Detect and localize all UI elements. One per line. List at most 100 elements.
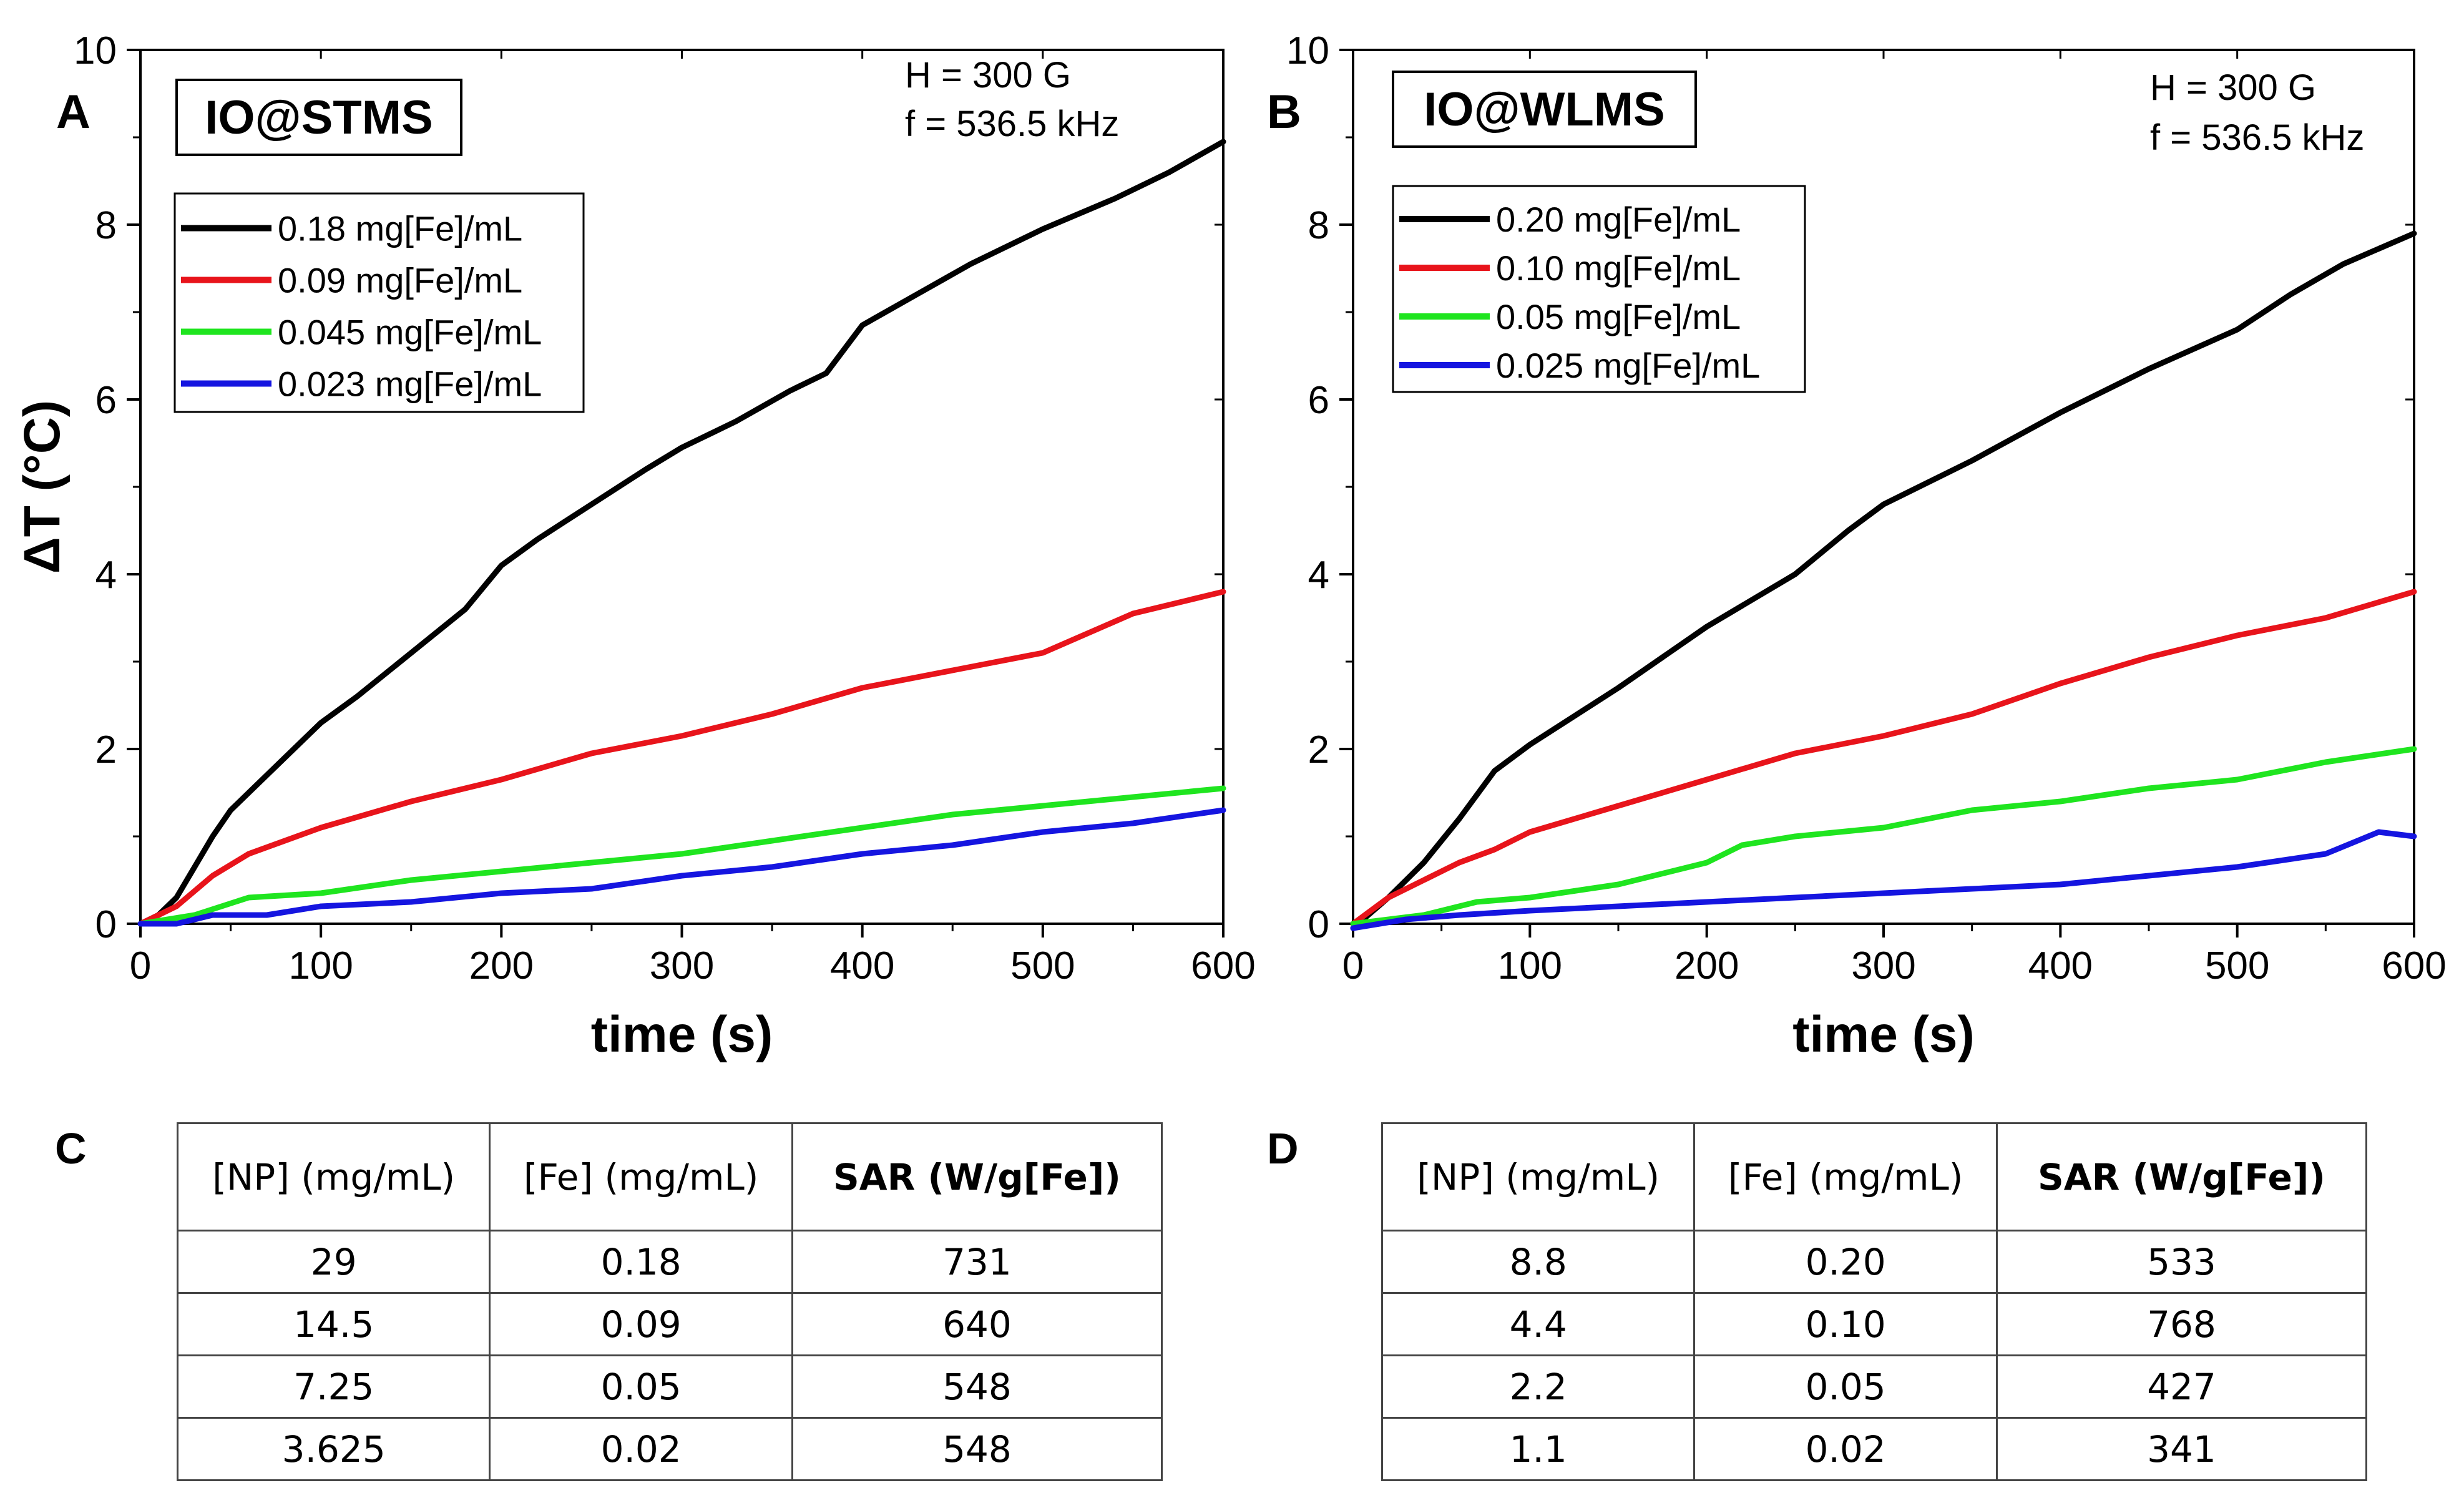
title-box (175, 79, 462, 156)
table-row: 14.5 0.09 640 (176, 1292, 1163, 1356)
x-tick-label: 600 (2382, 944, 2446, 987)
legend-label: 0.20 mg[Fe]/mL (1496, 200, 1741, 239)
table-d: [NP] (mg/mL) [Fe] (mg/mL) SAR (W/g[Fe]) … (1381, 1122, 2368, 1481)
table-d-header-fe: [Fe] (mg/mL) (1693, 1122, 1998, 1231)
panel-label: B (1267, 86, 1301, 139)
table-row: 4.4 0.10 768 (1381, 1292, 2368, 1356)
series-line (137, 807, 1226, 927)
panel-label-d: D (1267, 1124, 1299, 1173)
title-box (1392, 71, 1697, 148)
plot-frame (1352, 49, 2415, 925)
chart-title: IO@STMS (205, 91, 433, 144)
table-cell: 0.09 (489, 1292, 793, 1356)
table-cell: 7.25 (176, 1354, 491, 1419)
y-tick-label: 0 (95, 903, 117, 946)
series-line (1350, 746, 2417, 927)
legend-label: 0.10 mg[Fe]/mL (1496, 248, 1741, 288)
y-tick-label: 6 (1308, 379, 1329, 422)
panel-label-c: C (55, 1124, 87, 1173)
table-cell: 0.10 (1693, 1292, 1998, 1356)
x-tick-label: 100 (1498, 944, 1562, 987)
legend-label: 0.18 mg[Fe]/mL (278, 209, 522, 248)
table-c: [NP] (mg/mL) [Fe] (mg/mL) SAR (W/g[Fe]) … (176, 1122, 1163, 1481)
x-tick-label: 500 (1010, 944, 1075, 987)
table-row: 3.625 0.02 548 (176, 1417, 1163, 1481)
x-tick-label: 0 (1342, 944, 1364, 987)
y-axis-label: ΔT (°C) (14, 400, 71, 574)
table-row: 2.2 0.05 427 (1381, 1354, 2368, 1419)
table-cell: 533 (1995, 1230, 2368, 1294)
table-d-header-np: [NP] (mg/mL) (1381, 1122, 1696, 1231)
table-d-header-row: [NP] (mg/mL) [Fe] (mg/mL) SAR (W/g[Fe]) (1381, 1122, 2368, 1231)
y-tick-label: 8 (95, 204, 117, 247)
x-tick-label: 300 (1851, 944, 1915, 987)
legend-label: 0.025 mg[Fe]/mL (1496, 346, 1760, 385)
table-cell: 2.2 (1381, 1354, 1696, 1419)
table-cell: 0.18 (489, 1230, 793, 1294)
y-tick-label: 6 (95, 379, 117, 422)
table-cell: 8.8 (1381, 1230, 1696, 1294)
x-axis-label: time (s) (1792, 1006, 1975, 1063)
table-cell: 3.625 (176, 1417, 491, 1481)
table-cell: 731 (791, 1230, 1163, 1294)
panel-label: A (56, 86, 90, 139)
x-tick-label: 300 (650, 944, 714, 987)
y-tick-label: 2 (95, 728, 117, 771)
series-line (137, 589, 1226, 927)
y-tick-label: 4 (1308, 554, 1329, 597)
y-tick-label: 8 (1308, 204, 1329, 247)
table-cell: 341 (1995, 1417, 2368, 1481)
table-c-header-row: [NP] (mg/mL) [Fe] (mg/mL) SAR (W/g[Fe]) (176, 1122, 1163, 1231)
legend-label: 0.045 mg[Fe]/mL (278, 313, 542, 352)
x-tick-label: 600 (1191, 944, 1255, 987)
table-cell: 0.02 (1693, 1417, 1998, 1481)
x-tick-label: 200 (469, 944, 534, 987)
annotation-text: f = 536.5 kHz (905, 104, 1119, 144)
y-tick-label: 4 (95, 554, 117, 597)
x-tick-label: 500 (2205, 944, 2269, 987)
series-line (1350, 829, 2417, 931)
table-cell: 0.05 (489, 1354, 793, 1419)
table-cell: 1.1 (1381, 1417, 1696, 1481)
table-row: 8.8 0.20 533 (1381, 1230, 2368, 1294)
y-tick-label: 0 (1308, 903, 1329, 946)
y-tick-label: 10 (1286, 29, 1329, 72)
series-line (137, 139, 1226, 927)
table-row: 7.25 0.05 548 (176, 1354, 1163, 1419)
table-cell: 548 (791, 1354, 1163, 1419)
series-line (1350, 230, 2417, 931)
annotation-text: H = 300 G (905, 55, 1071, 95)
x-tick-label: 400 (2028, 944, 2093, 987)
table-cell: 14.5 (176, 1292, 491, 1356)
x-tick-label: 0 (130, 944, 151, 987)
table-cell: 0.02 (489, 1417, 793, 1481)
table-row: 1.1 0.02 341 (1381, 1417, 2368, 1481)
table-c-header-fe: [Fe] (mg/mL) (489, 1122, 793, 1231)
y-tick-label: 2 (1308, 728, 1329, 771)
legend-label: 0.023 mg[Fe]/mL (278, 365, 542, 404)
chart-title: IO@WLMS (1424, 83, 1665, 136)
table-c-header-np: [NP] (mg/mL) (176, 1122, 491, 1231)
table-cell: 0.05 (1693, 1354, 1998, 1419)
table-d-header-sar: SAR (W/g[Fe]) (1995, 1122, 2368, 1231)
table-cell: 427 (1995, 1354, 2368, 1419)
table-cell: 0.20 (1693, 1230, 1998, 1294)
table-cell: 4.4 (1381, 1292, 1696, 1356)
x-axis-label: time (s) (591, 1006, 773, 1063)
plot-frame (139, 49, 1225, 925)
table-c-header-sar: SAR (W/g[Fe]) (791, 1122, 1163, 1231)
x-tick-label: 400 (830, 944, 894, 987)
annotation-text: f = 536.5 kHz (2150, 117, 2364, 158)
table-cell: 640 (791, 1292, 1163, 1356)
x-tick-label: 200 (1674, 944, 1739, 987)
table-cell: 29 (176, 1230, 491, 1294)
annotation-text: H = 300 G (2150, 67, 2316, 108)
table-cell: 548 (791, 1417, 1163, 1481)
legend-label: 0.05 mg[Fe]/mL (1496, 297, 1741, 336)
legend-label: 0.09 mg[Fe]/mL (278, 261, 522, 300)
y-tick-label: 10 (74, 29, 117, 72)
series-line (137, 785, 1226, 927)
